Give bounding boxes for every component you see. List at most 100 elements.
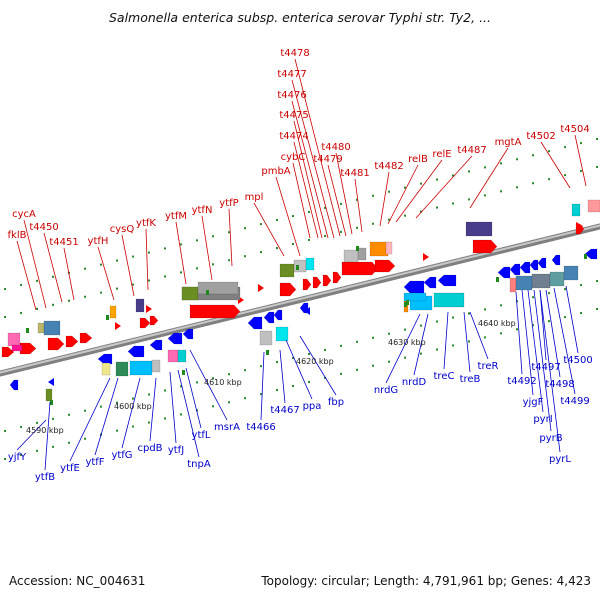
gene-arrow-reverse[interactable] xyxy=(529,259,539,271)
gene-feature-box[interactable] xyxy=(115,361,129,377)
gene-feature-box[interactable] xyxy=(129,360,153,376)
gene-label-forward[interactable]: cycA xyxy=(12,209,36,220)
gene-label-reverse[interactable]: tnpA xyxy=(187,459,211,470)
gene-arrow-forward-small[interactable] xyxy=(115,322,121,330)
gene-arrow-forward[interactable] xyxy=(79,332,93,344)
gene-arrow-forward[interactable] xyxy=(312,276,322,289)
gene-feature-box[interactable] xyxy=(403,292,427,302)
gene-arrow-forward[interactable] xyxy=(472,239,498,254)
gene-feature-box[interactable] xyxy=(509,277,517,293)
gene-label-forward[interactable]: relB xyxy=(408,154,428,165)
gene-arrow-reverse[interactable] xyxy=(423,276,437,289)
gene-arrow-forward[interactable] xyxy=(302,278,312,291)
gene-feature-box[interactable] xyxy=(515,275,533,291)
gene-label-forward[interactable]: t4487 xyxy=(457,145,486,156)
gene-arrow-reverse-small[interactable] xyxy=(304,307,310,315)
gene-label-reverse[interactable]: t4500 xyxy=(563,355,592,366)
gene-feature-box[interactable] xyxy=(571,203,581,217)
gene-arrow-forward[interactable] xyxy=(65,335,79,348)
gene-label-reverse[interactable]: msrA xyxy=(214,422,240,433)
gene-arrow-reverse[interactable] xyxy=(403,280,425,294)
gene-arrow-reverse[interactable] xyxy=(497,266,511,279)
gene-feature-box[interactable] xyxy=(465,221,493,237)
gene-label-reverse[interactable]: t4497 xyxy=(531,362,560,373)
gene-arrow-reverse[interactable] xyxy=(273,309,283,321)
gene-label-forward[interactable]: t4504 xyxy=(560,124,589,135)
gene-feature-box[interactable] xyxy=(109,305,117,319)
gene-label-reverse[interactable]: yjfY xyxy=(8,452,27,463)
gene-feature-box[interactable] xyxy=(385,241,393,255)
gene-label-forward[interactable]: t4479 xyxy=(313,154,342,165)
gene-arrow-reverse[interactable] xyxy=(167,332,183,345)
gene-feature-box[interactable] xyxy=(275,326,289,342)
gene-arrow-forward[interactable] xyxy=(47,337,65,351)
gene-feature-box[interactable] xyxy=(7,332,21,347)
gene-label-reverse[interactable]: t4499 xyxy=(560,396,589,407)
gene-feature-box[interactable] xyxy=(197,281,239,295)
gene-arrow-forward[interactable] xyxy=(149,315,159,326)
gene-label-reverse[interactable]: nrdD xyxy=(402,377,427,388)
gene-feature-box[interactable] xyxy=(433,292,465,308)
gene-label-forward[interactable]: mgtA xyxy=(495,137,522,148)
gene-arrow-forward[interactable] xyxy=(374,259,396,273)
gene-arrow-reverse-small[interactable] xyxy=(48,378,54,386)
gene-feature-box[interactable] xyxy=(101,362,111,376)
gene-label-reverse[interactable]: pyrL xyxy=(549,454,571,465)
gene-feature-box[interactable] xyxy=(531,273,551,289)
gene-label-reverse[interactable]: ytfJ xyxy=(168,445,184,456)
gene-feature-box[interactable] xyxy=(369,241,389,257)
gene-label-forward[interactable]: cybC xyxy=(281,152,306,163)
gene-label-forward[interactable]: ytfK xyxy=(136,218,156,229)
gene-arrow-reverse[interactable] xyxy=(263,311,275,324)
gene-label-reverse[interactable]: treR xyxy=(478,361,499,372)
gene-feature-box[interactable] xyxy=(177,349,187,363)
gene-arrow-reverse[interactable] xyxy=(437,274,457,287)
gene-arrow-reverse-small[interactable] xyxy=(11,381,17,389)
gene-label-reverse[interactable]: cpdB xyxy=(137,443,162,454)
gene-arrow-reverse[interactable] xyxy=(127,345,145,358)
gene-feature-box[interactable] xyxy=(357,247,367,261)
gene-arrow-forward[interactable] xyxy=(189,304,241,319)
gene-arrow-forward[interactable] xyxy=(1,346,15,358)
gene-label-reverse[interactable]: ytfG xyxy=(111,450,132,461)
gene-feature-box[interactable] xyxy=(181,286,199,301)
gene-label-forward[interactable]: ytfM xyxy=(165,211,187,222)
gene-label-forward[interactable]: t4451 xyxy=(49,237,78,248)
gene-feature-box[interactable] xyxy=(305,257,315,271)
gene-label-forward[interactable]: t4477 xyxy=(277,69,306,80)
gene-feature-box[interactable] xyxy=(563,265,579,281)
gene-label-reverse[interactable]: t4498 xyxy=(545,379,574,390)
gene-label-forward[interactable]: ytfP xyxy=(219,198,238,209)
gene-arrow-forward[interactable] xyxy=(139,317,151,329)
gene-label-reverse[interactable]: t4492 xyxy=(507,376,536,387)
gene-arrow-forward-small[interactable] xyxy=(146,305,152,313)
gene-arrow-reverse[interactable] xyxy=(519,261,531,274)
gene-feature-box[interactable] xyxy=(135,298,145,313)
gene-feature-box[interactable] xyxy=(549,271,565,287)
gene-feature-box[interactable] xyxy=(151,359,161,373)
gene-label-forward[interactable]: t4478 xyxy=(280,48,309,59)
gene-label-reverse[interactable]: t4467 xyxy=(270,405,299,416)
gene-arrow-reverse[interactable] xyxy=(97,353,113,365)
gene-label-forward[interactable]: t4476 xyxy=(277,90,306,101)
gene-label-reverse[interactable]: ppa xyxy=(303,401,322,412)
gene-arrow-forward-small[interactable] xyxy=(258,284,264,292)
gene-label-reverse[interactable]: ytfL xyxy=(192,430,211,441)
gene-feature-box[interactable] xyxy=(167,349,179,363)
gene-label-reverse[interactable]: fbp xyxy=(328,397,344,408)
gene-label-reverse[interactable]: treC xyxy=(434,371,455,382)
gene-label-reverse[interactable]: treB xyxy=(460,374,481,385)
gene-label-reverse[interactable]: ytfB xyxy=(35,472,55,483)
gene-feature-box[interactable] xyxy=(587,199,600,213)
gene-label-forward[interactable]: t4480 xyxy=(321,142,350,153)
gene-label-forward[interactable]: relE xyxy=(432,149,451,160)
gene-feature-box[interactable] xyxy=(259,330,273,346)
gene-label-forward[interactable]: t4482 xyxy=(374,161,403,172)
gene-label-reverse[interactable]: ytfE xyxy=(60,463,80,474)
gene-arrow-forward[interactable] xyxy=(19,342,37,355)
gene-arrow-forward[interactable] xyxy=(341,261,379,276)
gene-arrow-forward[interactable] xyxy=(322,274,332,287)
gene-arrow-forward[interactable] xyxy=(332,271,342,284)
gene-arrow-forward-small[interactable] xyxy=(576,222,583,232)
gene-arrow-reverse[interactable] xyxy=(149,339,163,351)
